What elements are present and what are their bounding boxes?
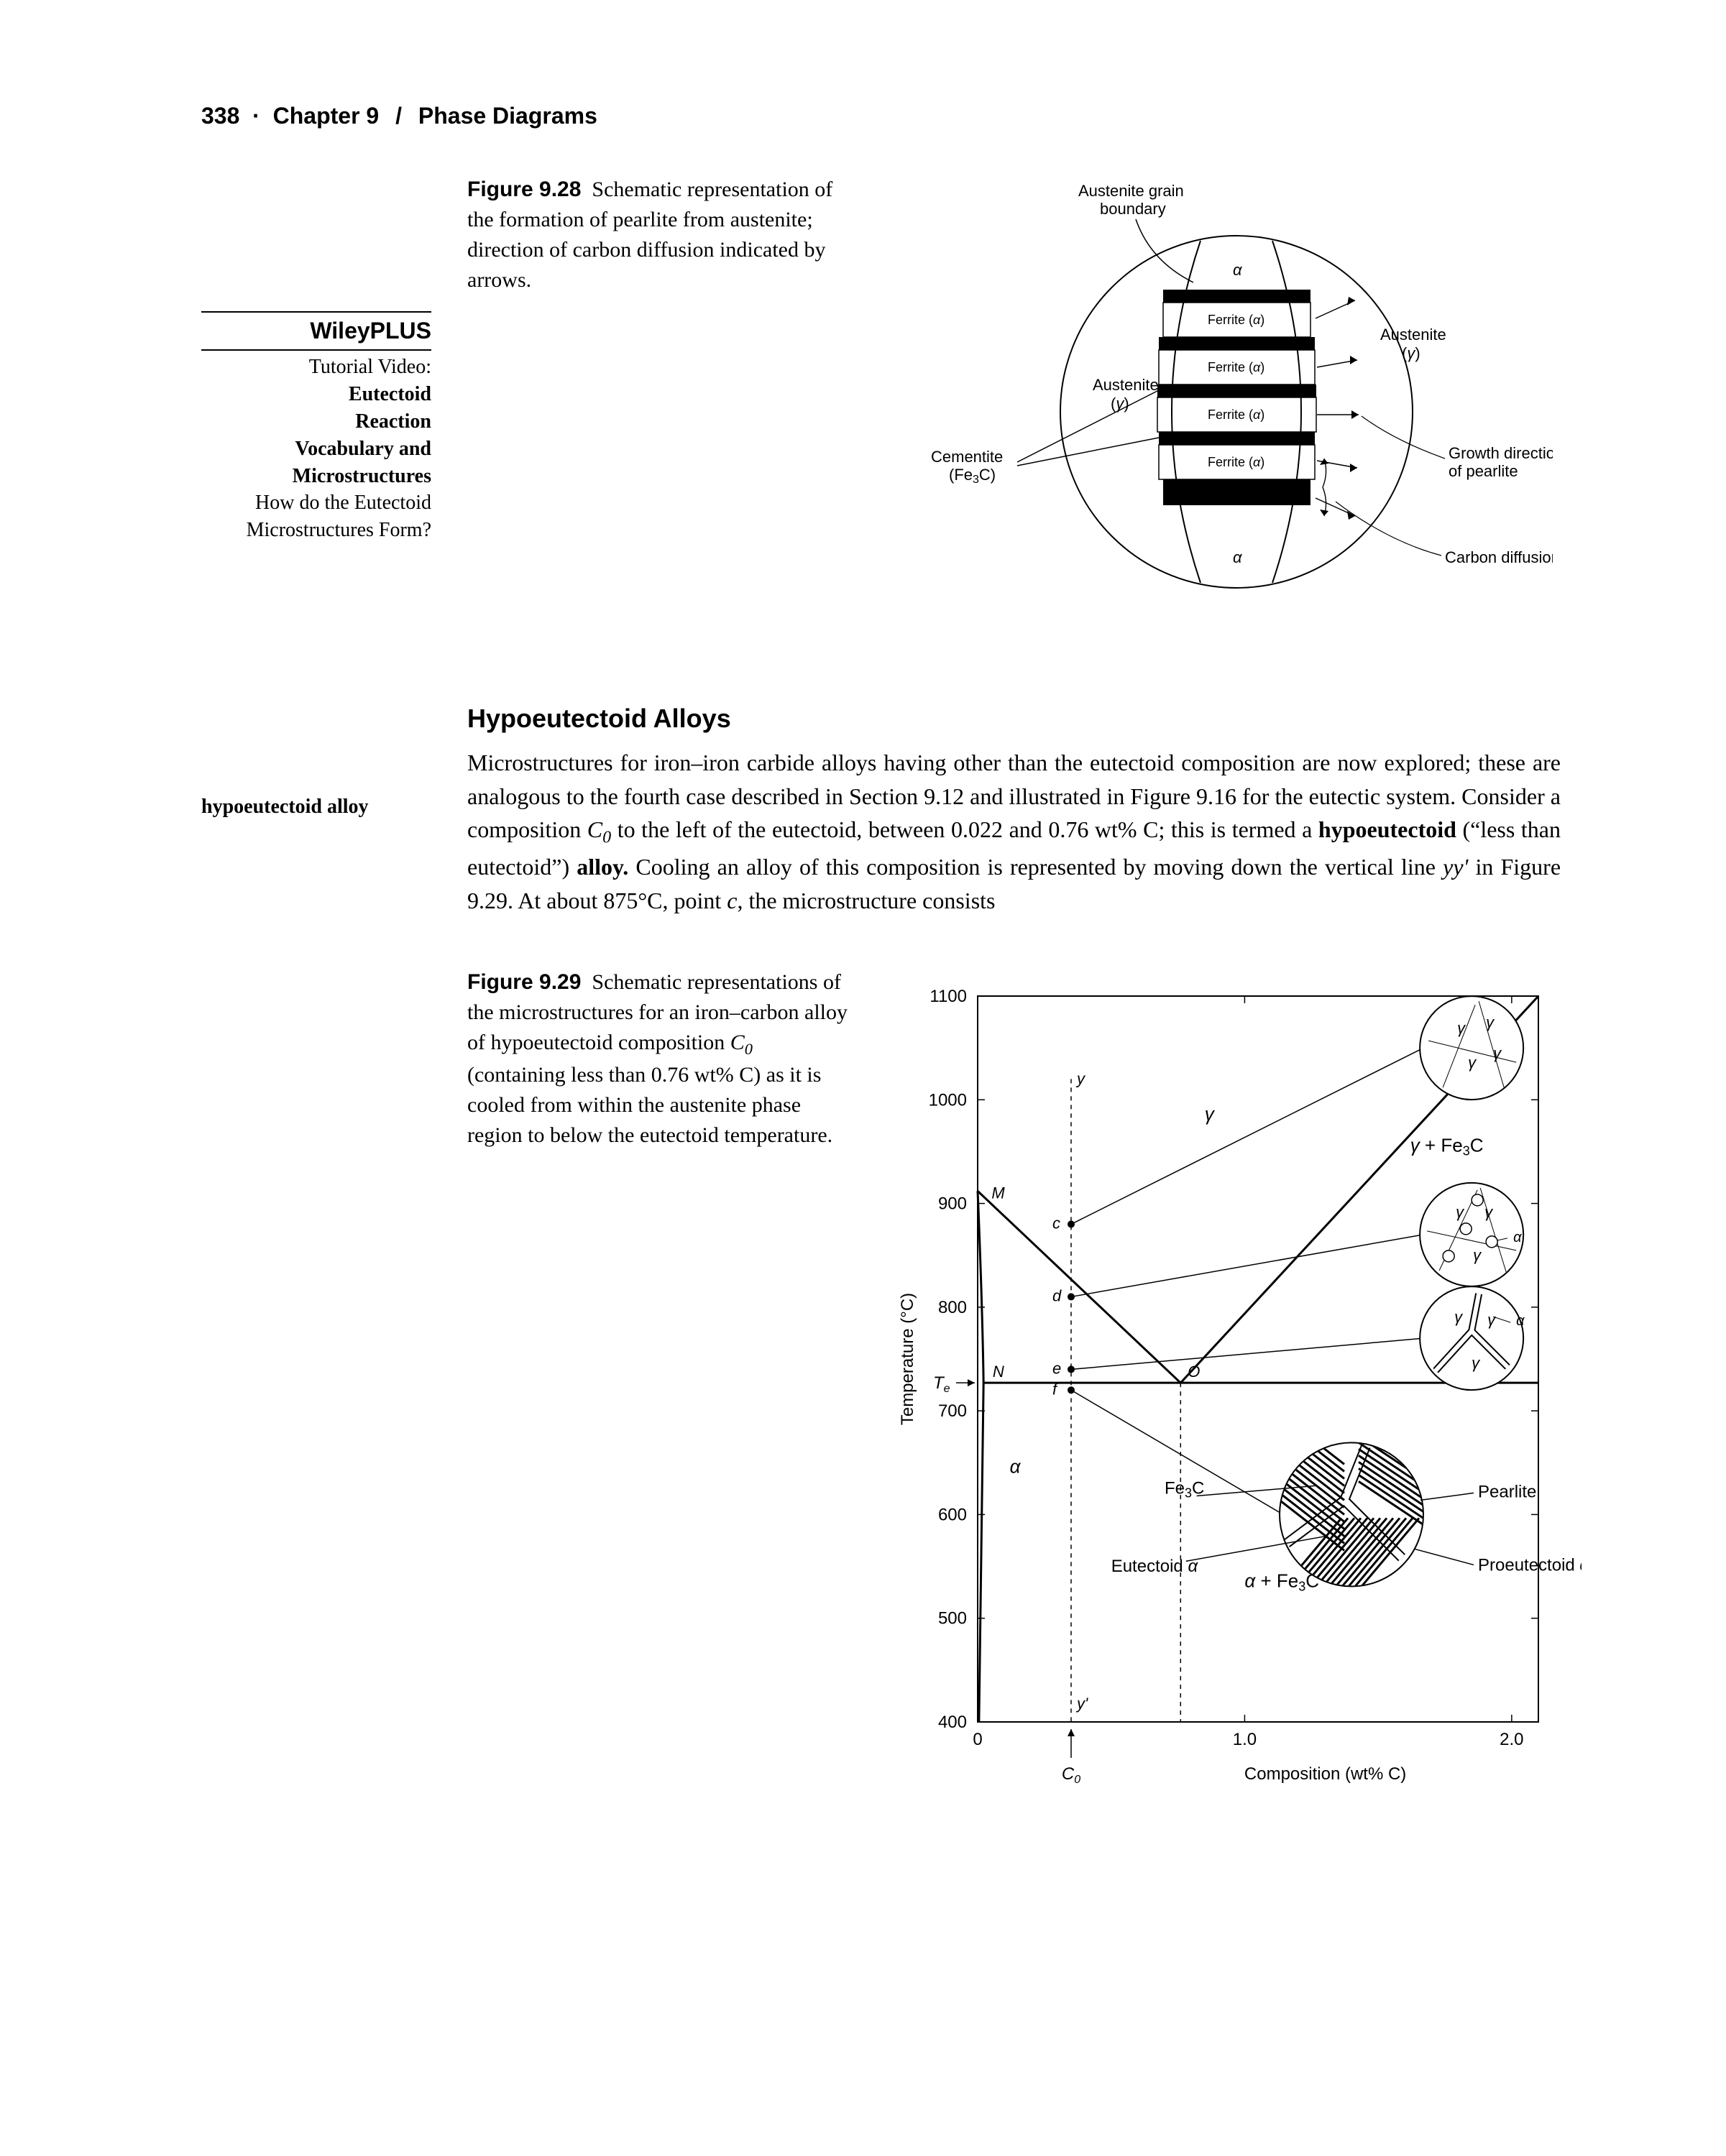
page-number: 338 [201, 103, 239, 129]
chapter-label: Chapter 9 [273, 103, 380, 129]
wileyplus-brand: WileyPLUS [201, 315, 431, 346]
wiley-line: Reaction [201, 408, 431, 436]
svg-text:Fe3C: Fe3C [1165, 1478, 1204, 1500]
alpha-top: α [1233, 261, 1243, 279]
figure-9-29-label: Figure 9.29 [467, 970, 581, 994]
svg-text:Ferrite (α): Ferrite (α) [1208, 313, 1264, 327]
svg-text:γ: γ [1205, 1103, 1216, 1125]
section-title: Hypoeutectoid Alloys [467, 700, 1561, 737]
body-paragraph: Microstructures for iron–iron carbide al… [467, 746, 1561, 917]
cementite-label: Cementite [931, 448, 1003, 466]
figure-9-29: 400 500 600 700 800 900 1000 1100 0 1.0 2.0 Tempera… [891, 967, 1582, 1816]
svg-text:800: 800 [938, 1298, 967, 1317]
svg-text:(Fe3C): (Fe3C) [949, 466, 996, 486]
wiley-line: Microstructures [201, 463, 431, 490]
svg-text:1.0: 1.0 [1233, 1730, 1257, 1749]
svg-text:N: N [993, 1363, 1004, 1381]
svg-text:C0: C0 [1062, 1764, 1080, 1786]
svg-text:900: 900 [938, 1194, 967, 1213]
svg-text:α: α [1513, 1230, 1522, 1245]
svg-text:1000: 1000 [929, 1090, 967, 1110]
svg-text:M: M [991, 1184, 1005, 1202]
carbon-arrows [1320, 459, 1328, 516]
growth-label1: Growth direction [1449, 444, 1553, 462]
wiley-line: Microstructures Form? [201, 517, 431, 544]
svg-text:600: 600 [938, 1505, 967, 1524]
svg-text:α: α [1516, 1313, 1525, 1329]
label-austenite-boundary: Austenite grain [1078, 182, 1184, 200]
svg-text:α + Fe3C: α + Fe3C [1244, 1570, 1319, 1593]
chapter-title: Phase Diagrams [418, 103, 597, 129]
wiley-line: Tutorial Video: [201, 354, 431, 381]
austenite-left: Austenite [1093, 376, 1159, 394]
svg-text:Ferrite (α): Ferrite (α) [1208, 360, 1264, 374]
growth-label2: of pearlite [1449, 462, 1518, 480]
svg-text:Te: Te [933, 1373, 950, 1395]
svg-text:1100: 1100 [929, 987, 967, 1006]
austenite-right: Austenite [1380, 326, 1446, 344]
svg-text:y: y [1075, 1070, 1086, 1088]
svg-text:0: 0 [973, 1730, 982, 1749]
svg-text:c: c [1052, 1214, 1060, 1232]
svg-text:Pearlite: Pearlite [1478, 1482, 1536, 1501]
svg-text:400: 400 [938, 1713, 967, 1732]
svg-text:O: O [1188, 1363, 1200, 1381]
figure-9-28-label: Figure 9.28 [467, 178, 581, 201]
svg-text:γ + Fe3C: γ + Fe3C [1410, 1134, 1484, 1158]
figure-9-29-caption: Figure 9.29 Schematic representations of… [467, 967, 855, 1151]
svg-text:Ferrite (α): Ferrite (α) [1208, 407, 1264, 422]
wiley-line: Vocabulary and [201, 436, 431, 463]
svg-text:(γ): (γ) [1402, 344, 1420, 362]
svg-text:y': y' [1075, 1695, 1088, 1713]
label-austenite-boundary2: boundary [1100, 200, 1166, 218]
svg-text:700: 700 [938, 1401, 967, 1421]
svg-text:Ferrite (α): Ferrite (α) [1208, 455, 1264, 469]
page-header: 338 · Chapter 9 / Phase Diagrams [201, 101, 1561, 132]
svg-text:Composition (wt% C): Composition (wt% C) [1244, 1764, 1406, 1784]
wileyplus-box: WileyPLUS Tutorial Video: Eutectoid Reac… [201, 311, 431, 544]
margin-term: hypoeutectoid alloy [201, 700, 431, 917]
svg-text:2.0: 2.0 [1500, 1730, 1523, 1749]
svg-text:d: d [1052, 1286, 1062, 1304]
svg-text:Proeutectoid α: Proeutectoid α [1478, 1555, 1582, 1575]
svg-text:500: 500 [938, 1609, 967, 1628]
alpha-bot: α [1233, 548, 1243, 566]
figure-9-29-text: Schematic representations of the microst… [467, 970, 848, 1148]
svg-text:Eutectoid α: Eutectoid α [1111, 1557, 1199, 1576]
figure-9-28-caption: Figure 9.28 Schematic representation of … [467, 175, 855, 295]
svg-text:Temperature (°C): Temperature (°C) [898, 1293, 917, 1425]
wiley-line: Eutectoid [201, 381, 431, 408]
growth-arrows [1316, 297, 1359, 520]
svg-text:α: α [1010, 1456, 1022, 1478]
wiley-line: How do the Eutectoid [201, 489, 431, 517]
carbon-diff-label: Carbon diffusion [1445, 548, 1553, 566]
svg-text:e: e [1052, 1359, 1061, 1377]
figure-9-28: Austenite grain boundary α α Ferrite (α)… [891, 175, 1561, 628]
pearlite-bands: Ferrite (α) Ferrite (α) Ferrite (α) Ferr… [1157, 290, 1316, 505]
